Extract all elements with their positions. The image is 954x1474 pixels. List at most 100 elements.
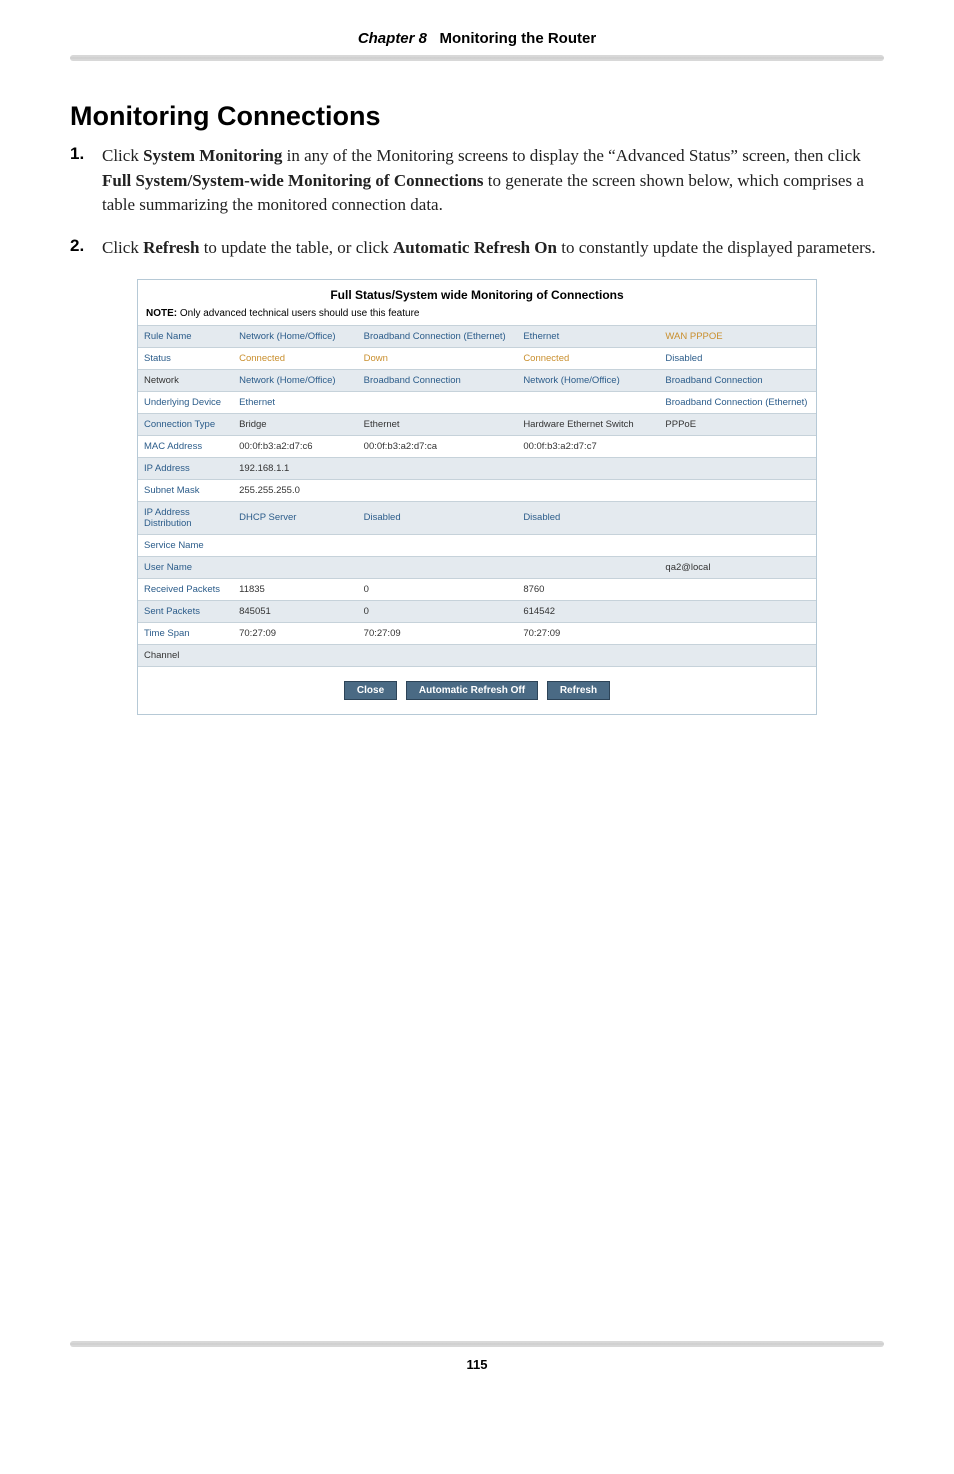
table-cell: Disabled (517, 501, 659, 534)
connections-table: Rule NameNetwork (Home/Office)Broadband … (138, 325, 816, 667)
table-row: User Name qa2@local (138, 556, 816, 578)
list-number: 1. (70, 144, 102, 218)
table-cell (659, 435, 816, 457)
section-heading: Monitoring Connections (70, 101, 884, 132)
table-row: Received Packets1183508760 (138, 578, 816, 600)
list-number: 2. (70, 236, 102, 261)
table-cell: 00:0f:b3:a2:d7:ca (358, 435, 518, 457)
note-text: Only advanced technical users should use… (177, 308, 419, 319)
table-cell: Connected (517, 347, 659, 369)
table-cell: 00:0f:b3:a2:d7:c6 (233, 435, 358, 457)
bold-term: System Monitoring (143, 146, 282, 165)
table-cell (358, 457, 518, 479)
list-body: Click Refresh to update the table, or cl… (102, 236, 876, 261)
table-cell: 845051 (233, 600, 358, 622)
table-cell: 0 (358, 600, 518, 622)
table-cell: Down (358, 347, 518, 369)
table-cell: 70:27:09 (233, 622, 358, 644)
table-cell: 70:27:09 (358, 622, 518, 644)
close-button[interactable]: Close (344, 681, 397, 700)
table-cell: 614542 (517, 600, 659, 622)
table-row: Rule NameNetwork (Home/Office)Broadband … (138, 325, 816, 347)
list-item: 2.Click Refresh to update the table, or … (70, 236, 884, 261)
refresh-button[interactable]: Refresh (547, 681, 610, 700)
table-cell (358, 534, 518, 556)
table-cell: qa2@local (659, 556, 816, 578)
page-number: 115 (0, 1357, 954, 1372)
table-cell (659, 534, 816, 556)
table-cell: 11835 (233, 578, 358, 600)
chapter-title: Monitoring the Router (440, 30, 597, 47)
document-page: Chapter 8 Monitoring the Router Monitori… (0, 0, 954, 1400)
header-divider (70, 55, 884, 61)
table-cell (358, 479, 518, 501)
screenshot-button-row: Close Automatic Refresh Off Refresh (138, 667, 816, 714)
table-row: Channel (138, 644, 816, 666)
row-label: Channel (138, 644, 233, 666)
table-cell: 0 (358, 578, 518, 600)
table-row: NetworkNetwork (Home/Office) Broadband Co… (138, 369, 816, 391)
row-label: Underlying Device (138, 391, 233, 413)
table-row: MAC Address00:0f:b3:a2:d7:c600:0f:b3:a2:… (138, 435, 816, 457)
row-label: IP Address (138, 457, 233, 479)
row-label: Status (138, 347, 233, 369)
screenshot-panel: Full Status/System wide Monitoring of Co… (137, 279, 817, 715)
table-cell: WAN PPPOE (659, 325, 816, 347)
note-label: NOTE: (146, 308, 177, 319)
table-cell (659, 501, 816, 534)
table-row: StatusConnectedDownConnectedDisabled (138, 347, 816, 369)
bold-term: Refresh (143, 238, 199, 257)
footer-divider (70, 1341, 884, 1347)
row-label: Service Name (138, 534, 233, 556)
table-cell: PPPoE (659, 413, 816, 435)
table-cell: Broadband Connection (659, 369, 816, 391)
chapter-header: Chapter 8 Monitoring the Router (70, 30, 884, 55)
table-cell (517, 644, 659, 666)
table-cell (659, 457, 816, 479)
table-cell: 00:0f:b3:a2:d7:c7 (517, 435, 659, 457)
table-row: Subnet Mask255.255.255.0 (138, 479, 816, 501)
table-cell: DHCP Server (233, 501, 358, 534)
table-row: Underlying DeviceEthernetBroadband Conne… (138, 391, 816, 413)
table-cell: Network (Home/Office) (233, 325, 358, 347)
table-cell (233, 556, 358, 578)
row-label: MAC Address (138, 435, 233, 457)
page-footer: 115 (0, 1341, 954, 1372)
table-cell: Disabled (659, 347, 816, 369)
table-cell (659, 479, 816, 501)
list-item: 1.Click System Monitoring in any of the … (70, 144, 884, 218)
row-label: Connection Type (138, 413, 233, 435)
table-cell: 255.255.255.0 (233, 479, 358, 501)
row-label: Network (138, 369, 233, 391)
table-cell (517, 534, 659, 556)
row-label: User Name (138, 556, 233, 578)
table-cell (659, 578, 816, 600)
table-cell (358, 644, 518, 666)
chapter-label: Chapter 8 (358, 30, 427, 47)
table-row: Time Span70:27:0970:27:0970:27:09 (138, 622, 816, 644)
table-cell: 70:27:09 (517, 622, 659, 644)
table-cell: Broadband Connection (Ethernet) (659, 391, 816, 413)
table-cell (659, 622, 816, 644)
table-cell: Ethernet (358, 413, 518, 435)
row-label: Sent Packets (138, 600, 233, 622)
table-cell: Connected (233, 347, 358, 369)
table-row: IP Address DistributionDHCP ServerDisabl… (138, 501, 816, 534)
table-cell: Bridge (233, 413, 358, 435)
ordered-list: 1.Click System Monitoring in any of the … (70, 144, 884, 261)
screenshot-title: Full Status/System wide Monitoring of Co… (138, 280, 816, 306)
table-cell (358, 556, 518, 578)
table-cell: Network (Home/Office) (233, 369, 358, 391)
table-cell: Hardware Ethernet Switch (517, 413, 659, 435)
table-row: Service Name (138, 534, 816, 556)
row-label: Rule Name (138, 325, 233, 347)
table-row: Connection TypeBridgeEthernetHardware Et… (138, 413, 816, 435)
table-cell: Broadband Connection (Ethernet) (358, 325, 518, 347)
row-label: Received Packets (138, 578, 233, 600)
row-label: Subnet Mask (138, 479, 233, 501)
table-cell (517, 556, 659, 578)
table-cell (659, 644, 816, 666)
automatic-refresh-button[interactable]: Automatic Refresh Off (406, 681, 538, 700)
table-cell (233, 644, 358, 666)
table-cell (659, 600, 816, 622)
